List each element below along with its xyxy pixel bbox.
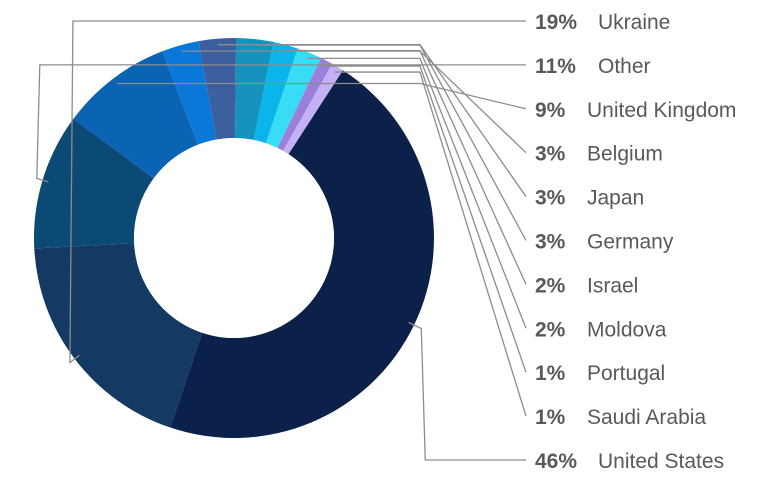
slice-united-states	[170, 70, 434, 438]
data-label-pct-japan: 3%	[535, 187, 566, 210]
leader-line-united-kingdom	[116, 82, 527, 110]
leader-lines	[36, 20, 527, 461]
leader-line-saudi-arabia	[334, 71, 527, 417]
donut-slices	[34, 38, 434, 438]
slice-ukraine	[34, 243, 203, 428]
data-label-name-united-states: United States	[598, 450, 724, 473]
data-label-name-other: Other	[598, 55, 651, 78]
data-label-pct-germany: 3%	[535, 231, 566, 254]
data-label-name-portugal: Portugal	[587, 362, 665, 385]
slice-israel	[253, 41, 298, 144]
data-label-name-israel: Israel	[587, 274, 638, 297]
data-label-pct-united-kingdom: 9%	[535, 99, 566, 122]
leader-line-moldova	[307, 57, 527, 329]
donut-hole	[134, 138, 334, 338]
data-label-name-united-kingdom: United Kingdom	[587, 99, 736, 122]
data-label-name-moldova: Moldova	[587, 318, 667, 341]
slice-other	[34, 118, 154, 249]
leader-line-other	[36, 64, 526, 183]
data-label-name-germany: Germany	[587, 231, 674, 254]
data-label-name-ukraine: Ukraine	[598, 11, 670, 34]
data-label-pct-other: 11%	[535, 55, 576, 78]
data-label-name-saudi-arabia: Saudi Arabia	[587, 406, 706, 429]
leader-line-ukraine	[69, 20, 526, 364]
data-label-pct-saudi-arabia: 1%	[535, 406, 566, 429]
leader-line-germany	[254, 44, 527, 241]
slice-japan	[198, 38, 237, 140]
data-label-pct-israel: 2%	[535, 274, 566, 297]
slice-labels: 19% Ukraine 11% Other 9% United Kingdom 3% Belg…	[535, 11, 736, 473]
data-label-pct-belgium: 3%	[535, 143, 566, 166]
leader-line-united-states	[408, 321, 526, 461]
slice-portugal	[277, 57, 333, 151]
data-label-pct-united-states: 46%	[535, 450, 577, 473]
slice-belgium	[162, 41, 217, 145]
slice-germany	[235, 38, 274, 140]
data-label-pct-ukraine: 19%	[535, 11, 577, 34]
slice-saudi-arabia	[283, 63, 343, 155]
leader-line-israel	[284, 49, 527, 285]
data-label-pct-moldova: 2%	[535, 318, 566, 341]
slice-moldova	[265, 48, 322, 148]
data-label-name-japan: Japan	[587, 187, 644, 210]
data-label-pct-portugal: 1%	[535, 362, 566, 385]
leader-line-portugal	[323, 65, 527, 373]
data-label-name-belgium: Belgium	[587, 143, 663, 166]
